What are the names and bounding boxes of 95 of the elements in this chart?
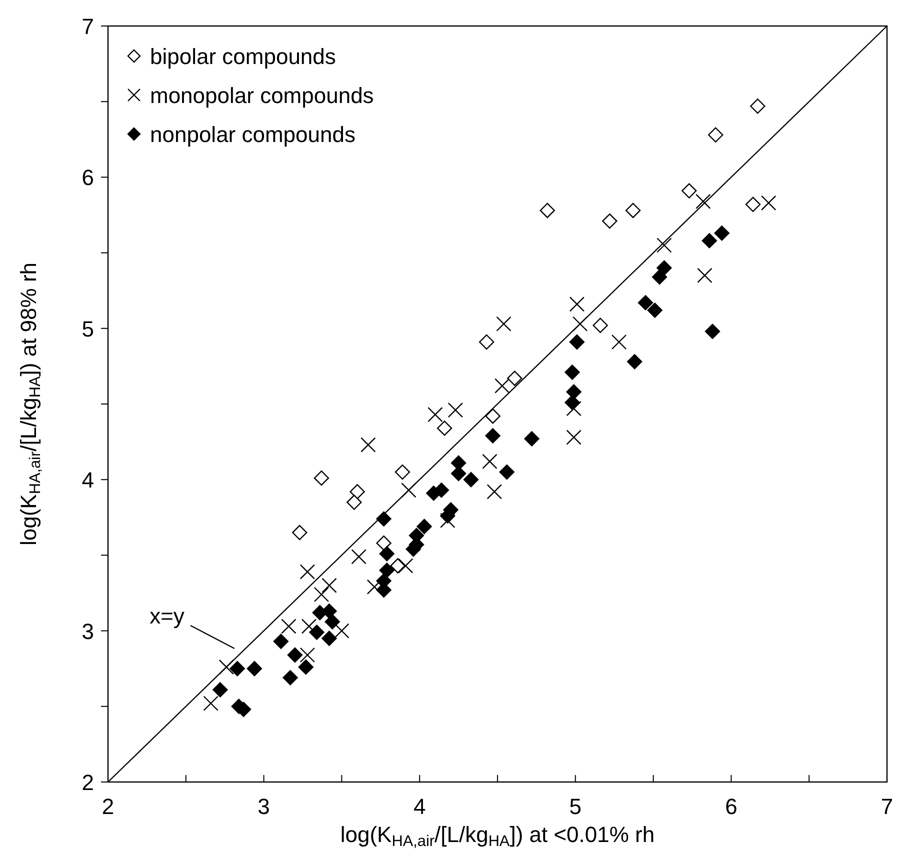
point	[625, 202, 641, 218]
x-tick-label: 6	[725, 794, 738, 819]
point	[281, 618, 296, 634]
x-tick-label: 2	[102, 794, 114, 819]
x-tick-label: 3	[258, 794, 270, 819]
point	[218, 659, 234, 675]
point	[708, 127, 724, 142]
point	[760, 195, 776, 211]
point	[564, 394, 580, 410]
point	[714, 226, 730, 241]
point	[656, 238, 672, 253]
point	[401, 482, 416, 498]
point	[564, 364, 580, 380]
point	[566, 430, 582, 445]
point	[566, 400, 582, 416]
legend-label: monopolar compounds	[150, 83, 374, 108]
x-axis-title: log(K$_{HA,air}$/[L/kg$_{HA}$]) at <0.01% rh	[340, 822, 655, 850]
point	[463, 472, 479, 488]
point	[230, 661, 245, 676]
point	[300, 647, 316, 663]
point	[300, 564, 316, 580]
point	[298, 659, 314, 675]
point	[394, 464, 410, 480]
point	[647, 302, 662, 318]
point	[482, 454, 498, 470]
y-tick-label: 3	[82, 618, 94, 644]
point	[398, 558, 414, 574]
point	[309, 624, 324, 640]
point	[436, 420, 452, 436]
point	[376, 511, 392, 527]
point	[282, 670, 298, 686]
point	[569, 296, 585, 312]
point	[566, 384, 582, 400]
point	[494, 378, 510, 394]
point	[702, 233, 717, 248]
y-tick-label: 7	[82, 14, 94, 39]
point	[287, 647, 303, 663]
point	[682, 183, 697, 198]
point	[350, 484, 365, 500]
point	[314, 586, 330, 602]
point	[627, 354, 642, 370]
point	[390, 558, 406, 574]
y-tick-label: 5	[82, 316, 94, 342]
point	[638, 295, 654, 310]
point	[376, 536, 392, 551]
y-tick-label: 4	[82, 468, 94, 493]
point	[569, 334, 585, 350]
point	[486, 484, 502, 500]
point	[745, 196, 761, 212]
point	[360, 437, 376, 452]
point	[246, 661, 262, 676]
point	[704, 324, 720, 340]
point	[273, 634, 289, 649]
x-tick-label: 7	[880, 794, 894, 819]
point	[652, 269, 668, 285]
point	[351, 549, 366, 564]
point	[572, 316, 588, 332]
point	[322, 630, 337, 646]
point	[416, 518, 432, 534]
annotation: x=y	[150, 603, 184, 628]
point	[592, 318, 608, 333]
point	[346, 494, 362, 510]
legend-label: nonpolar compounds	[150, 122, 356, 147]
point	[448, 402, 464, 418]
x-tick-label: 5	[569, 794, 582, 819]
point	[524, 431, 540, 446]
point	[428, 406, 443, 422]
point	[507, 370, 522, 386]
legend-label: bipolar compounds	[150, 44, 336, 69]
point	[322, 578, 337, 594]
point	[203, 696, 218, 711]
x-tick-label: 4	[413, 794, 426, 819]
point	[334, 623, 350, 638]
point	[301, 618, 317, 634]
point	[478, 334, 494, 350]
point	[540, 202, 555, 218]
point	[499, 464, 514, 480]
point	[212, 682, 228, 698]
point	[379, 546, 394, 562]
point	[485, 408, 500, 424]
point	[314, 470, 330, 486]
point	[750, 98, 766, 114]
point	[379, 562, 394, 578]
point	[696, 194, 711, 209]
point	[292, 524, 308, 540]
y-tick-label: 2	[82, 770, 94, 795]
point	[697, 268, 712, 284]
point	[322, 604, 337, 619]
point	[496, 316, 512, 332]
y-tick-label: 6	[82, 165, 94, 190]
point	[485, 428, 500, 444]
point	[656, 260, 672, 276]
point	[611, 334, 627, 350]
point	[324, 614, 340, 630]
point	[602, 213, 618, 229]
